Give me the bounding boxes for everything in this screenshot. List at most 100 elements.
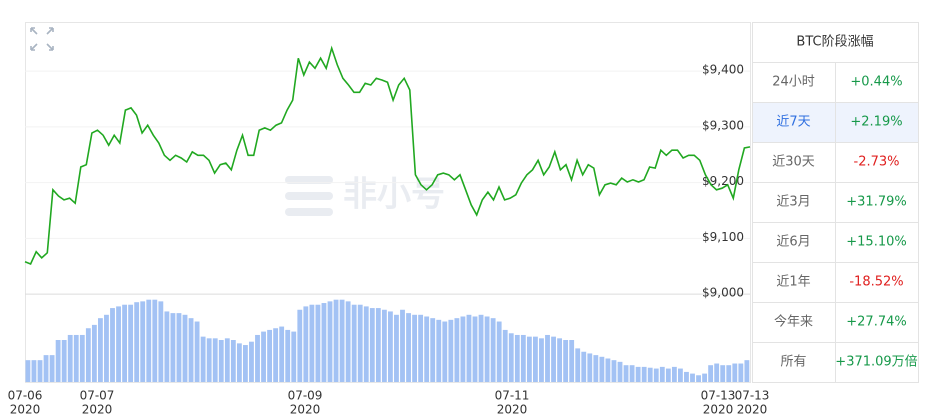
volume-bar <box>520 334 526 382</box>
volume-bar <box>285 329 291 382</box>
x-tick-year: 2020 <box>497 403 528 417</box>
volume-bar <box>188 318 194 382</box>
volume-bar <box>593 355 599 382</box>
volume-bar <box>261 331 266 382</box>
volume-bar <box>309 304 315 382</box>
volume-bar <box>436 319 442 382</box>
volume-bar <box>466 314 472 382</box>
volume-bar <box>104 314 109 382</box>
volume-bar <box>581 351 587 382</box>
volume-bar <box>351 304 357 382</box>
volume-bar <box>496 321 502 382</box>
volume-bar <box>230 340 236 382</box>
period-label: 近7天 <box>776 115 810 130</box>
volume-bar <box>394 314 399 382</box>
volume-bar <box>73 334 79 382</box>
volume-bar <box>623 365 629 382</box>
volume-bar <box>206 338 212 382</box>
volume-bar <box>720 365 726 382</box>
expand-icon[interactable] <box>30 27 54 51</box>
volume-bar <box>369 308 375 382</box>
change-value: -18.52% <box>849 275 903 290</box>
volume-bar <box>303 306 309 382</box>
volume-bar <box>158 301 164 382</box>
volume-bar <box>291 331 297 382</box>
volume-bar <box>194 321 200 382</box>
volume-bar <box>412 314 418 382</box>
volume-bar <box>297 309 303 382</box>
volume-bar <box>653 368 659 382</box>
x-tick-year: 2020 <box>703 403 734 417</box>
volume-bar <box>333 299 339 382</box>
volume-bar <box>31 360 37 382</box>
volume-bar <box>702 373 708 382</box>
volume-bar <box>738 363 744 382</box>
volume-bar <box>539 338 544 382</box>
volume-bar <box>61 340 67 382</box>
x-tick-label: 07-13 <box>701 389 736 403</box>
volume-bar <box>514 334 520 382</box>
volume-bar <box>569 340 575 382</box>
volume-bar <box>448 319 454 382</box>
volume-bar <box>321 303 327 382</box>
volume-bar <box>279 326 285 382</box>
volume-bar <box>678 368 683 382</box>
period-label: 近6月 <box>776 235 810 250</box>
volume-bar <box>659 366 665 382</box>
volume-bar <box>617 361 623 382</box>
volume-bar <box>375 308 381 382</box>
volume-bar <box>744 360 750 382</box>
volume-bar <box>641 366 647 382</box>
volume-bar <box>200 336 206 382</box>
volume-bar <box>110 308 115 382</box>
period-label: 今年来 <box>774 314 813 330</box>
period-label: 近3月 <box>776 195 810 210</box>
change-value: +15.10% <box>846 235 906 250</box>
volume-bar <box>140 301 146 382</box>
volume-bar <box>671 366 677 382</box>
volume-bar <box>315 304 321 382</box>
period-label: 24小时 <box>772 75 815 90</box>
period-label: 近30天 <box>772 155 815 170</box>
volume-bar <box>629 365 635 382</box>
price-line <box>24 45 751 266</box>
volume-bar <box>381 309 387 382</box>
volume-bar <box>134 302 140 382</box>
volume-bar <box>400 309 405 382</box>
volume-bar <box>236 343 242 382</box>
volume-bar <box>67 334 73 382</box>
volume-bar <box>164 311 170 382</box>
volume-bar <box>79 334 85 382</box>
volume-bar <box>128 304 134 382</box>
volume-bar <box>502 329 508 382</box>
volume-bar <box>587 353 593 382</box>
volume-bar <box>557 338 563 382</box>
volume-bar <box>484 316 490 382</box>
volume-bar <box>545 334 550 382</box>
volume-bar <box>122 304 128 382</box>
x-tick-year: 2020 <box>82 403 113 417</box>
change-value: +2.19% <box>850 115 902 130</box>
volume-bar <box>472 316 478 382</box>
x-tick-label: 07-07 <box>80 389 115 403</box>
volume-bar <box>460 316 466 382</box>
change-value: +0.44% <box>850 75 902 90</box>
volume-bar <box>442 321 448 382</box>
change-value: +371.09万倍 <box>835 355 917 370</box>
change-value: +27.74% <box>846 315 906 330</box>
volume-bar <box>212 338 218 382</box>
y-tick-label: $9,400 <box>702 63 744 77</box>
volume-bar <box>49 355 55 382</box>
volume-bar <box>605 358 611 382</box>
volume-bar <box>647 367 653 382</box>
volume-bar <box>406 313 411 382</box>
y-tick-label: $9,000 <box>702 286 744 300</box>
volume-bar <box>478 314 484 382</box>
volume-bar <box>575 348 581 382</box>
volume-bar <box>388 311 393 382</box>
volume-bar <box>37 360 43 382</box>
volume-bar <box>726 365 732 382</box>
change-value: -2.73% <box>854 155 900 170</box>
